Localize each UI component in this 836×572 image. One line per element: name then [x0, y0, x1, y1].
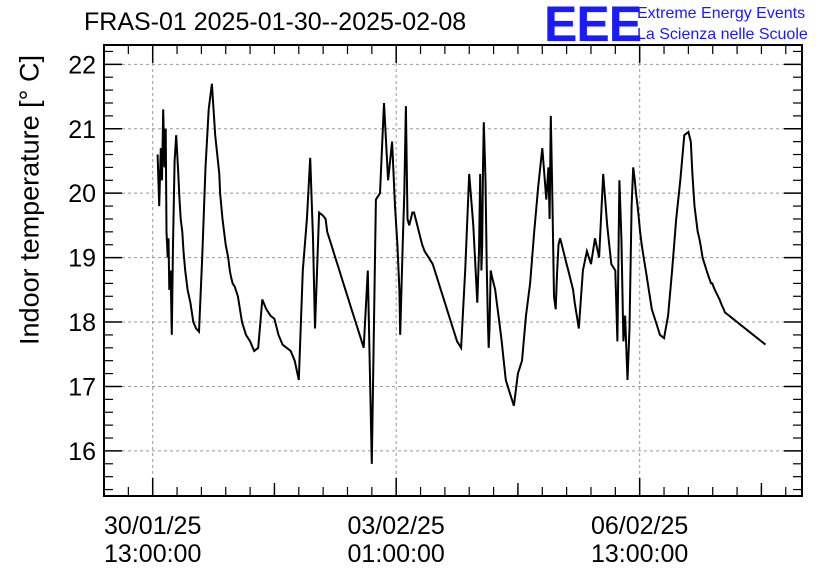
- x-tick-date-label: 03/02/25: [348, 512, 445, 540]
- logo-line-2: La Scienza nelle Scuole: [637, 26, 808, 43]
- tick-labels: 1617181920212230/01/2513:00:0003/02/2501…: [68, 51, 688, 568]
- grid-lines: [104, 45, 802, 496]
- y-tick-label: 19: [68, 245, 96, 273]
- axis-ticks: [103, 45, 802, 496]
- temperature-line: [156, 83, 767, 464]
- y-tick-label: 16: [68, 438, 96, 466]
- x-tick-time-label: 13:00:00: [591, 540, 688, 568]
- x-tick-date-label: 30/01/25: [104, 512, 201, 540]
- y-tick-label: 18: [68, 309, 96, 337]
- logo-line-1: Extreme Energy Events: [637, 5, 806, 22]
- eee-logo-mark: EEE: [544, 0, 642, 52]
- chart-title: FRAS-01 2025-01-30--2025-02-08: [84, 8, 467, 36]
- x-tick-time-label: 13:00:00: [104, 540, 201, 568]
- y-tick-label: 20: [68, 180, 96, 208]
- y-tick-label: 22: [68, 51, 96, 79]
- y-tick-label: 21: [68, 116, 96, 144]
- x-tick-time-label: 01:00:00: [348, 540, 445, 568]
- y-tick-label: 17: [68, 373, 96, 401]
- x-tick-date-label: 06/02/25: [591, 512, 688, 540]
- eee-logo-text: Extreme Energy Events La Scienza nelle S…: [637, 3, 808, 45]
